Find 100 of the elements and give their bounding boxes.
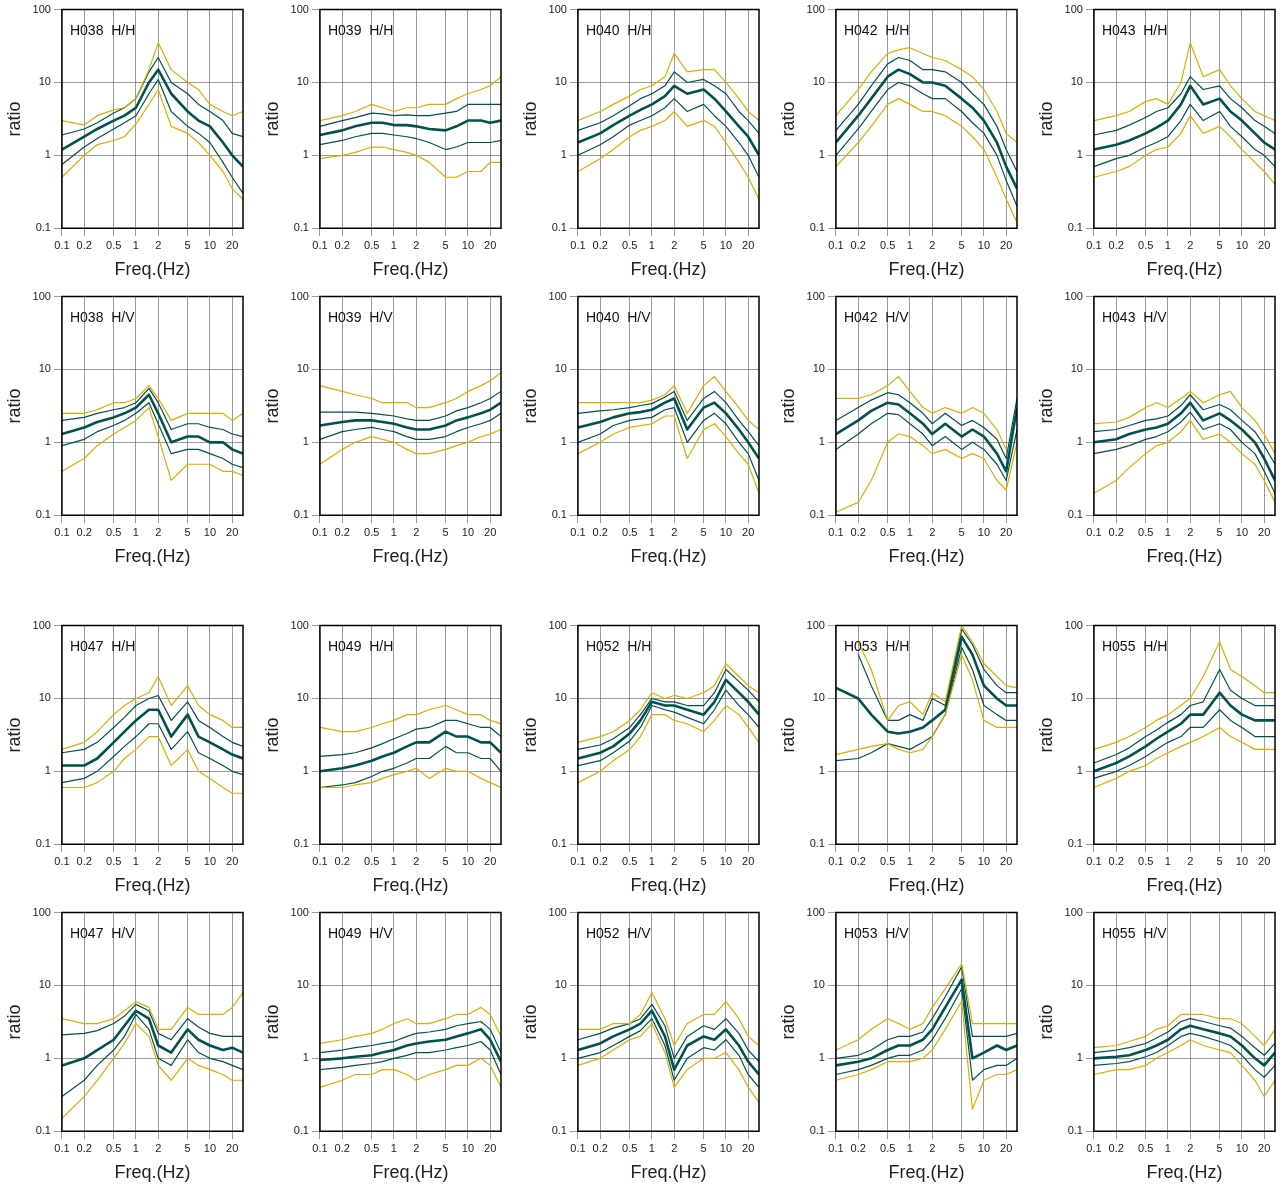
y-tick-label: 100 [548,905,567,918]
x-tick-label: 0.1 [54,854,70,867]
y-tick-label: 100 [806,2,825,15]
x-axis-title: Freq.(Hz) [888,259,965,280]
annotation: H042 H/V [843,309,910,326]
x-tick-label: 1 [906,854,913,867]
y-tick-label: 100 [548,2,567,15]
x-tick-label: 2 [413,525,420,538]
y-axis-title: ratio [1035,101,1056,137]
x-tick-label: 0.1 [1086,238,1102,251]
y-tick-label: 10 [1070,75,1083,88]
x-tick-label: 20 [226,525,239,538]
y-tick-label: 1 [818,1051,825,1064]
x-tick-label: 0.1 [1086,1141,1102,1154]
y-tick-label: 1 [560,435,567,448]
x-tick-label: 0.1 [828,1141,844,1154]
x-axis-title: Freq.(Hz) [888,875,965,896]
x-tick-label: 20 [742,854,755,867]
y-tick-label: 0.1 [35,508,51,521]
x-tick-label: 0.5 [106,525,122,538]
y-tick-label: 1 [818,435,825,448]
x-tick-label: 2 [413,238,420,251]
x-tick-label: 1 [390,854,397,867]
y-tick-label: 10 [1070,362,1083,375]
annotation: H043 H/V [1101,309,1168,326]
y-tick-label: 100 [1064,618,1083,631]
x-tick-label: 10 [977,525,991,538]
x-tick-label: 20 [1258,525,1271,538]
y-tick-label: 0.1 [35,837,51,850]
y-axis-title: ratio [1035,388,1056,424]
annotation: H055 H/H [1101,638,1168,655]
x-tick-label: 2 [671,525,678,538]
x-axis-title: Freq.(Hz) [630,259,707,280]
annotation: H038 H/V [69,309,136,326]
x-tick-label: 5 [1216,525,1223,538]
x-tick-label: 0.1 [570,854,586,867]
x-tick-label: 10 [461,1141,475,1154]
x-tick-label: 0.2 [76,525,92,538]
x-tick-label: 0.2 [334,1141,350,1154]
x-tick-label: 0.1 [312,238,328,251]
x-tick-label: 20 [226,854,239,867]
y-tick-label: 100 [806,289,825,302]
x-tick-label: 10 [719,238,733,251]
y-tick-label: 100 [548,289,567,302]
x-tick-label: 0.5 [1138,525,1154,538]
y-tick-label: 0.1 [1067,508,1083,521]
x-tick-label: 1 [132,1141,139,1154]
x-tick-label: 0.5 [880,525,896,538]
x-tick-label: 0.5 [106,1141,122,1154]
x-tick-label: 20 [742,525,755,538]
y-axis-title: ratio [519,388,540,424]
x-tick-label: 0.1 [828,238,844,251]
x-tick-label: 5 [1216,1141,1223,1154]
x-tick-label: 5 [442,854,449,867]
annotation: H043 H/H [1101,22,1168,39]
y-tick-label: 1 [560,148,567,161]
x-axis-title: Freq.(Hz) [1146,259,1223,280]
x-tick-label: 10 [1235,238,1249,251]
x-tick-label: 1 [1164,1141,1171,1154]
y-tick-label: 10 [1070,691,1083,704]
x-tick-label: 0.5 [880,1141,896,1154]
x-tick-label: 5 [184,238,191,251]
x-tick-label: 5 [700,238,707,251]
x-tick-label: 2 [671,1141,678,1154]
x-tick-label: 1 [390,525,397,538]
x-tick-label: 0.2 [592,525,608,538]
x-tick-label: 5 [958,238,965,251]
x-tick-label: 0.5 [622,1141,638,1154]
x-axis-title: Freq.(Hz) [1146,546,1223,567]
x-tick-label: 1 [132,525,139,538]
x-tick-label: 10 [719,525,733,538]
y-tick-label: 0.1 [809,837,825,850]
x-axis-title: Freq.(Hz) [630,875,707,896]
x-tick-label: 5 [700,1141,707,1154]
x-axis-title: Freq.(Hz) [372,1162,449,1183]
y-tick-label: 1 [1076,764,1083,777]
annotation: H055 H/V [1101,925,1168,942]
y-tick-label: 10 [38,978,51,991]
x-axis-title: Freq.(Hz) [372,546,449,567]
x-tick-label: 10 [719,1141,733,1154]
x-tick-label: 0.5 [622,854,638,867]
x-tick-label: 2 [929,238,936,251]
x-axis-title: Freq.(Hz) [888,1162,965,1183]
x-tick-label: 2 [1187,1141,1194,1154]
x-tick-label: 2 [413,1141,420,1154]
x-tick-label: 0.5 [364,854,380,867]
x-tick-label: 0.5 [622,238,638,251]
x-axis-title: Freq.(Hz) [888,546,965,567]
x-tick-label: 20 [226,238,239,251]
y-tick-label: 0.1 [293,1124,309,1137]
y-tick-label: 1 [44,1051,51,1064]
x-tick-label: 2 [1187,238,1194,251]
annotation: H040 H/H [585,22,652,39]
x-tick-label: 2 [929,525,936,538]
x-tick-label: 0.2 [1108,525,1124,538]
x-tick-label: 20 [1000,1141,1013,1154]
x-tick-label: 10 [203,1141,217,1154]
x-tick-label: 10 [203,854,217,867]
x-tick-label: 0.2 [76,1141,92,1154]
x-tick-label: 5 [442,525,449,538]
